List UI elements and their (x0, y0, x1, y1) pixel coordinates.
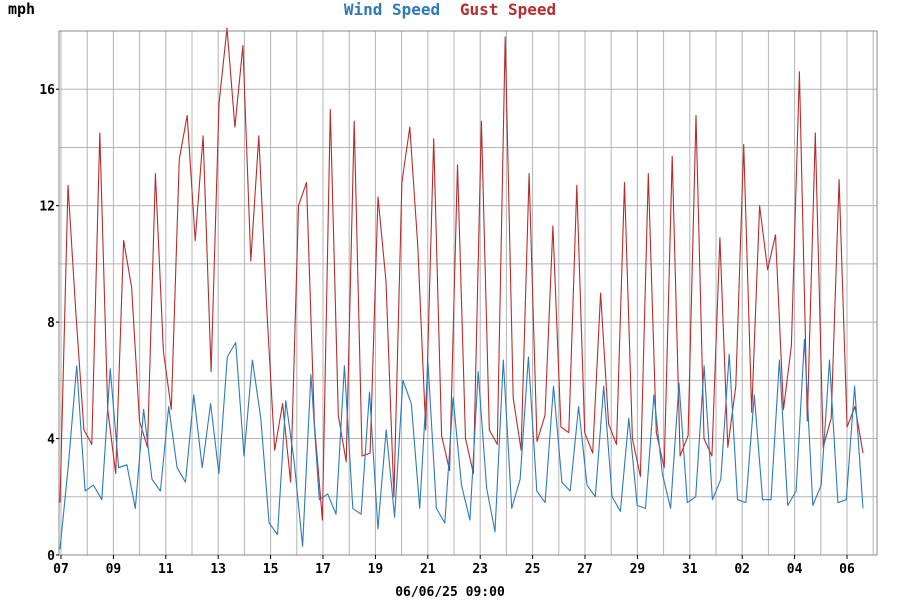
y-tick-label: 8 (47, 316, 55, 331)
series-layer (59, 27, 864, 550)
x-tick-label: 23 (472, 562, 488, 577)
series-gust-speed-line (59, 27, 864, 521)
y-tick-label: 4 (47, 433, 55, 448)
title-wind-speed: Wind Speed (344, 0, 440, 19)
x-tick-label: 04 (787, 562, 803, 577)
plot-frame (58, 30, 878, 556)
x-tick-label: 06 (839, 562, 855, 577)
x-tick-label: 21 (420, 562, 436, 577)
y-axis-ticks: 0 4 8 12 16 (39, 83, 59, 564)
x-tick-label: 31 (682, 562, 698, 577)
y-tick-label: 12 (39, 200, 55, 215)
x-tick-label: 25 (525, 562, 541, 577)
x-tick-label: 27 (577, 562, 593, 577)
x-tick-label: 17 (315, 562, 331, 577)
y-tick-label: 16 (39, 83, 55, 98)
x-axis-ticks: 07 09 11 13 15 17 19 21 23 25 27 29 31 02 04 06 (53, 555, 855, 577)
x-tick-label: 11 (158, 562, 174, 577)
series-wind-speed-line (59, 339, 864, 550)
x-tick-label: 07 (53, 562, 69, 577)
title-gust-speed: Gust Speed (460, 0, 556, 19)
timestamp-label: 06/06/25 09:00 (395, 585, 505, 600)
x-tick-label: 13 (210, 562, 226, 577)
chart-title: Wind Speed Gust Speed (344, 0, 556, 19)
x-tick-label: 02 (734, 562, 750, 577)
x-tick-label: 09 (106, 562, 122, 577)
y-tick-label: 0 (47, 549, 55, 564)
y-axis-unit: mph (8, 0, 35, 18)
x-tick-label: 19 (368, 562, 384, 577)
x-tick-label: 15 (263, 562, 279, 577)
x-tick-label: 29 (630, 562, 646, 577)
grid (59, 30, 877, 556)
